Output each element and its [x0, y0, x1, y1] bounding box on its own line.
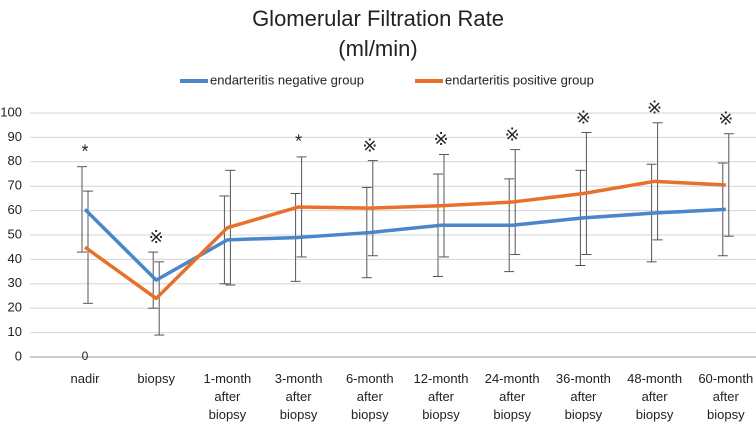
y-tick-label: 60 — [8, 202, 22, 217]
legend-label: endarteritis positive group — [445, 72, 594, 87]
x-tick-label: 12-month after biopsy — [413, 371, 469, 422]
y-tick-label: 30 — [8, 275, 22, 290]
error-bar — [154, 261, 165, 336]
significance-marker: ※ — [505, 124, 520, 144]
significance-marker: ※ — [647, 98, 662, 118]
significance-marker: ※ — [576, 107, 591, 127]
y-tick-label: 40 — [8, 251, 22, 266]
x-tick-label: 3-month after biopsy — [274, 371, 323, 422]
significance-marker: ※ — [149, 227, 164, 247]
significance-marker: ※ — [362, 135, 377, 155]
significance-marker: * — [295, 132, 302, 152]
legend-label: endarteritis negative group — [210, 72, 364, 87]
y-tick-label: 70 — [8, 178, 22, 193]
significance-marker: ※ — [718, 108, 733, 128]
significance-marker: * — [81, 141, 88, 161]
x-tick-label: 48-month after biopsy — [627, 371, 683, 422]
y-tick-label: 80 — [8, 153, 22, 168]
x-tick-label: 24-month after biopsy — [484, 371, 540, 422]
y-tick-label: 100 — [0, 104, 22, 119]
series-line — [83, 179, 726, 301]
x-tick-label: 6-month after biopsy — [345, 371, 394, 422]
x-tick-label: nadir — [70, 371, 100, 386]
y-tick-label: 0 — [15, 348, 22, 363]
baseline-note: 0 — [82, 349, 89, 363]
error-bar — [148, 251, 159, 309]
y-tick-label: 10 — [8, 324, 22, 339]
error-bar — [83, 190, 93, 304]
x-tick-label: 60-month after biopsy — [698, 371, 754, 422]
x-tick-label: biopsy — [137, 371, 175, 386]
error-bar — [723, 133, 734, 237]
y-tick-label: 90 — [8, 129, 22, 144]
error-bar — [77, 166, 87, 253]
chart-title: Glomerular Filtration Rate — [252, 6, 504, 31]
y-tick-label: 50 — [8, 226, 22, 241]
y-tick-label: 20 — [8, 300, 22, 315]
series-line — [83, 207, 726, 282]
chart-subtitle: (ml/min) — [338, 36, 417, 61]
x-tick-label: 1-month after biopsy — [203, 371, 252, 422]
significance-marker: ※ — [433, 129, 448, 149]
x-tick-label: 36-month after biopsy — [555, 371, 611, 422]
